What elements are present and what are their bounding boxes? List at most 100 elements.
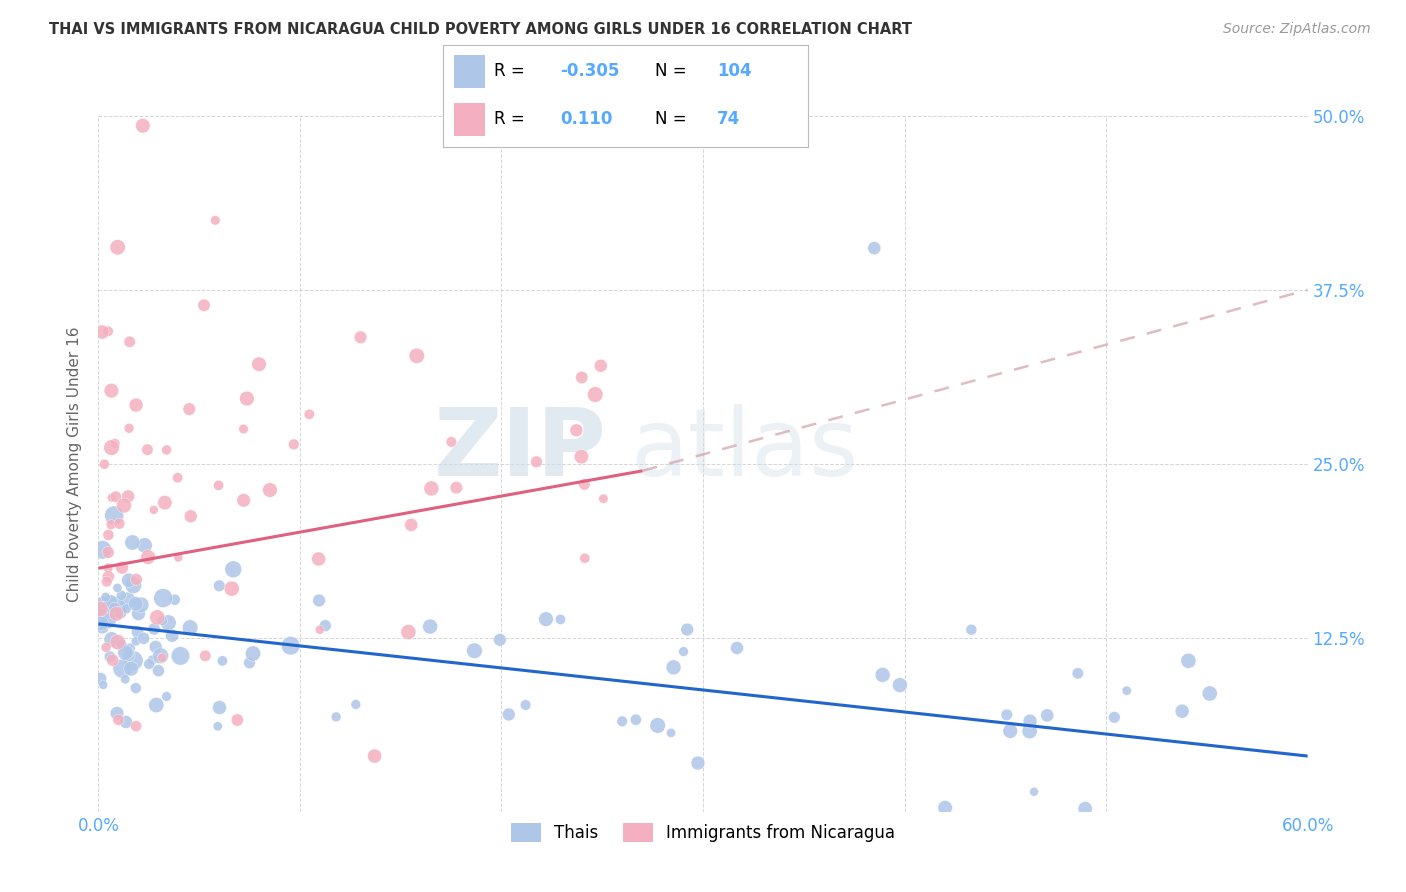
Point xyxy=(107,581,129,595)
Point xyxy=(238,656,260,670)
Point xyxy=(107,240,129,254)
Text: R =: R = xyxy=(494,62,524,80)
Point xyxy=(105,607,128,621)
Point xyxy=(136,442,159,457)
Point xyxy=(104,490,127,504)
Point xyxy=(1067,666,1090,681)
Point xyxy=(298,407,321,421)
Point xyxy=(440,434,463,449)
Point xyxy=(211,654,233,668)
Point xyxy=(94,590,117,604)
Text: THAI VS IMMIGRANTS FROM NICARAGUA CHILD POVERTY AMONG GIRLS UNDER 16 CORRELATION: THAI VS IMMIGRANTS FROM NICARAGUA CHILD … xyxy=(49,22,912,37)
Point xyxy=(132,632,155,646)
Point xyxy=(145,698,167,712)
Point xyxy=(132,119,155,133)
Point xyxy=(686,756,709,770)
Point xyxy=(110,588,132,602)
Point xyxy=(166,471,188,485)
Point xyxy=(125,597,148,611)
Point xyxy=(934,800,956,814)
Point xyxy=(1022,785,1045,799)
Point xyxy=(1019,714,1042,728)
Point xyxy=(419,619,441,633)
Point xyxy=(550,612,572,626)
Text: 0.110: 0.110 xyxy=(560,110,612,128)
Point xyxy=(1074,802,1097,816)
Point xyxy=(194,648,217,663)
Point xyxy=(136,549,159,564)
Point xyxy=(583,387,606,401)
Text: 104: 104 xyxy=(717,62,752,80)
Point xyxy=(325,710,347,724)
Point xyxy=(662,660,685,674)
Point xyxy=(160,629,183,643)
Point xyxy=(89,672,111,686)
Point xyxy=(134,538,156,552)
Point xyxy=(125,398,148,412)
Point xyxy=(283,437,305,451)
Point xyxy=(314,618,336,632)
Point xyxy=(1000,723,1022,738)
Point xyxy=(104,601,127,615)
Point xyxy=(349,330,371,344)
Point xyxy=(152,591,174,605)
Point xyxy=(592,491,614,506)
Point xyxy=(571,370,593,384)
Point xyxy=(1198,686,1220,700)
Point xyxy=(872,668,894,682)
Point xyxy=(141,653,163,667)
Point xyxy=(146,610,169,624)
Point xyxy=(103,508,125,523)
Point xyxy=(204,213,226,227)
Point xyxy=(120,641,142,656)
Point xyxy=(111,560,134,574)
Point xyxy=(167,550,190,565)
Point xyxy=(96,574,118,589)
Point xyxy=(308,623,330,637)
Point xyxy=(100,632,122,647)
Point xyxy=(624,713,647,727)
Point xyxy=(150,650,173,665)
Point xyxy=(91,678,114,692)
Point xyxy=(125,681,148,695)
Point xyxy=(105,706,128,721)
Point xyxy=(179,402,201,417)
Point xyxy=(208,700,231,714)
Point xyxy=(122,578,145,592)
Point xyxy=(526,455,548,469)
Point xyxy=(863,241,886,255)
Point xyxy=(676,623,699,637)
Text: atlas: atlas xyxy=(630,404,859,496)
Point xyxy=(396,625,419,640)
Point xyxy=(420,482,443,496)
Point xyxy=(889,678,911,692)
Point xyxy=(118,421,141,435)
Legend: Thais, Immigrants from Nicaragua: Thais, Immigrants from Nicaragua xyxy=(503,816,903,848)
FancyBboxPatch shape xyxy=(454,55,485,88)
Point xyxy=(463,644,485,658)
Text: N =: N = xyxy=(655,62,686,80)
Point xyxy=(672,644,695,658)
Point xyxy=(534,612,557,626)
Point xyxy=(149,648,172,663)
Point xyxy=(589,359,612,373)
Point xyxy=(148,664,170,678)
Point xyxy=(659,726,682,740)
Point xyxy=(574,477,596,491)
Point xyxy=(114,673,136,687)
Point xyxy=(242,647,264,661)
Point xyxy=(222,562,245,576)
Point xyxy=(127,624,149,639)
Point xyxy=(111,639,134,653)
Point xyxy=(115,714,138,729)
Point xyxy=(111,662,134,676)
Point xyxy=(104,599,127,614)
Point xyxy=(995,707,1018,722)
Point xyxy=(101,653,124,667)
Point xyxy=(163,592,186,607)
Point xyxy=(125,573,148,587)
Point xyxy=(344,698,367,712)
Text: R =: R = xyxy=(494,110,524,128)
Point xyxy=(363,749,385,764)
Point xyxy=(152,614,174,628)
